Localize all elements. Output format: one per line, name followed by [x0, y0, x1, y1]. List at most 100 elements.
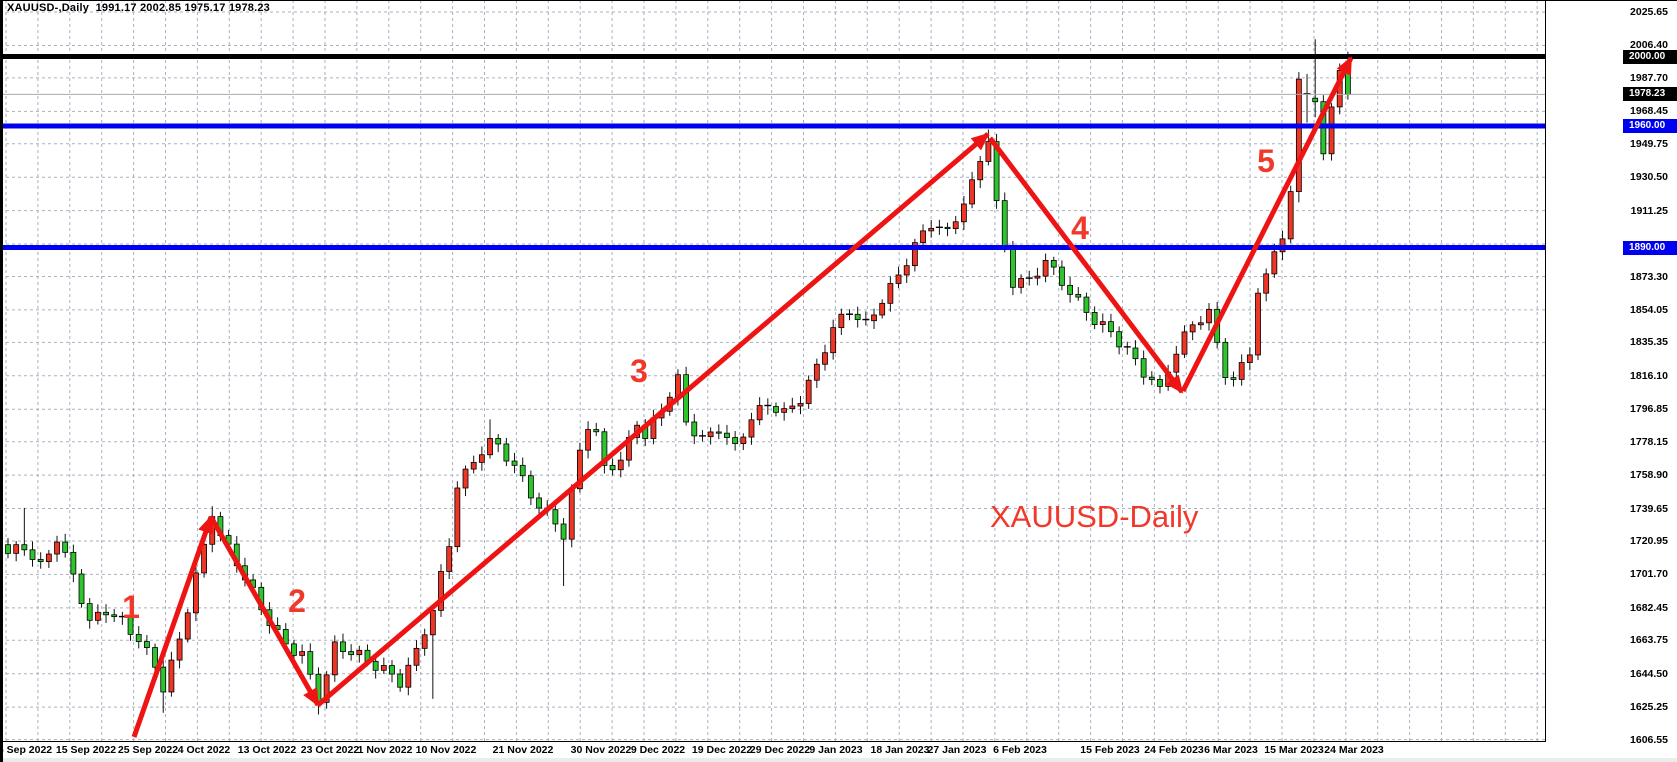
candlestick	[1091, 312, 1098, 326]
candlestick	[1075, 293, 1082, 298]
candlestick	[1018, 278, 1024, 288]
window-top-border	[0, 0, 1677, 1]
candlestick	[307, 651, 314, 675]
date-axis-label: 19 Dec 2022	[691, 744, 753, 756]
candlestick	[62, 541, 69, 553]
price-axis-label: 1720.95	[1630, 534, 1668, 547]
candlestick	[323, 674, 330, 703]
candlestick	[691, 421, 698, 437]
date-axis-label: 23 Oct 2022	[300, 744, 360, 756]
candlestick	[1255, 292, 1261, 356]
candlestick	[1010, 246, 1016, 288]
candlestick	[1328, 106, 1335, 155]
candlestick	[21, 544, 28, 551]
date-axis-label: 18 Jan 2023	[870, 744, 930, 756]
price-tag: 1960.00	[1623, 119, 1677, 133]
candlestick	[993, 141, 1000, 202]
price-axis-label: 1873.30	[1630, 270, 1668, 283]
price-tag: 1978.23	[1623, 87, 1677, 102]
date-axis-label: 30 Nov 2022	[570, 744, 632, 756]
price-axis-label: 1778.15	[1630, 435, 1668, 448]
candlestick	[438, 571, 444, 611]
window-bottom-strip	[0, 758, 1677, 762]
candlestick	[495, 438, 502, 445]
trendline-segment[interactable]	[208, 515, 321, 707]
candlestick	[609, 464, 616, 471]
price-axis-label: 1816.10	[1630, 369, 1668, 382]
candlestick	[813, 363, 820, 381]
candlestick	[871, 314, 877, 322]
date-axis-label: 10 Nov 2022	[415, 744, 477, 756]
candlestick	[1050, 259, 1057, 268]
candlestick	[601, 431, 608, 466]
candlestick	[470, 461, 477, 470]
price-axis-label: 1758.90	[1630, 469, 1668, 482]
date-axis[interactable]: 6 Sep 2022 15 Sep 2022 25 Sep 2022 4 Oct 20…	[0, 742, 1677, 758]
date-axis-label: 29 Dec 2022	[749, 744, 811, 756]
candlestick	[462, 468, 469, 489]
candlestick	[111, 614, 118, 617]
candlestick	[389, 665, 395, 675]
candlestick	[1197, 322, 1204, 326]
candlestick	[519, 464, 526, 477]
candlestick	[797, 403, 804, 407]
date-axis-label: 15 Mar 2023	[1264, 744, 1324, 756]
price-axis-label: 2025.65	[1630, 6, 1668, 19]
date-axis-label: 24 Mar 2023	[1324, 744, 1384, 756]
candlestick	[1132, 347, 1139, 360]
candlestick	[903, 265, 910, 276]
candlestick	[1067, 284, 1073, 295]
trendline-segment[interactable]	[988, 136, 1184, 394]
candlestick	[380, 665, 387, 671]
date-axis-label: 13 Oct 2022	[237, 744, 297, 756]
grid-layer	[0, 0, 1545, 746]
candlestick	[887, 283, 894, 304]
candlestick	[429, 609, 436, 636]
candlestick	[822, 352, 828, 365]
candlestick	[773, 406, 779, 413]
candlestick	[1344, 71, 1351, 95]
price-axis-label: 1911.25	[1630, 204, 1668, 217]
candlestick	[478, 454, 485, 463]
candlestick	[593, 429, 600, 433]
candlestick	[920, 230, 926, 244]
candlestick	[413, 647, 420, 666]
candlestick	[1312, 97, 1319, 103]
candlestick	[960, 203, 967, 223]
trendline-segment[interactable]	[1180, 56, 1354, 393]
price-axis-label: 1854.05	[1630, 303, 1668, 316]
candlestick	[830, 327, 837, 354]
candlestick	[45, 553, 52, 563]
candlestick	[552, 509, 559, 525]
price-axis-label: 1625.25	[1630, 701, 1668, 714]
price-axis-label: 1739.65	[1630, 502, 1668, 515]
trendline-segment[interactable]	[316, 132, 990, 707]
candlestick	[568, 488, 575, 540]
candlestick	[397, 673, 404, 688]
candlestick	[952, 221, 959, 230]
candlestick	[37, 559, 44, 563]
candlestick	[1108, 321, 1114, 333]
candlestick	[78, 573, 85, 605]
candlestick	[577, 449, 583, 490]
window-left-border	[0, 0, 3, 762]
candlestick	[1206, 308, 1212, 324]
candlestick	[740, 436, 747, 445]
candlestick	[895, 274, 902, 284]
candlestick	[356, 649, 363, 656]
candlestick	[1238, 362, 1245, 380]
candlestick	[724, 432, 730, 438]
candlestick	[1263, 273, 1270, 294]
candlestick	[838, 313, 845, 329]
candlestick	[135, 633, 142, 642]
price-axis-label: 1701.70	[1630, 568, 1668, 581]
trendline-segment[interactable]	[131, 515, 214, 738]
candlestick	[299, 651, 306, 656]
candlestick	[789, 405, 796, 410]
price-axis-label: 1835.35	[1630, 336, 1668, 349]
candlestick	[405, 664, 412, 688]
date-axis-label: 21 Nov 2022	[492, 744, 554, 756]
price-axis-label: 1644.50	[1630, 667, 1668, 680]
